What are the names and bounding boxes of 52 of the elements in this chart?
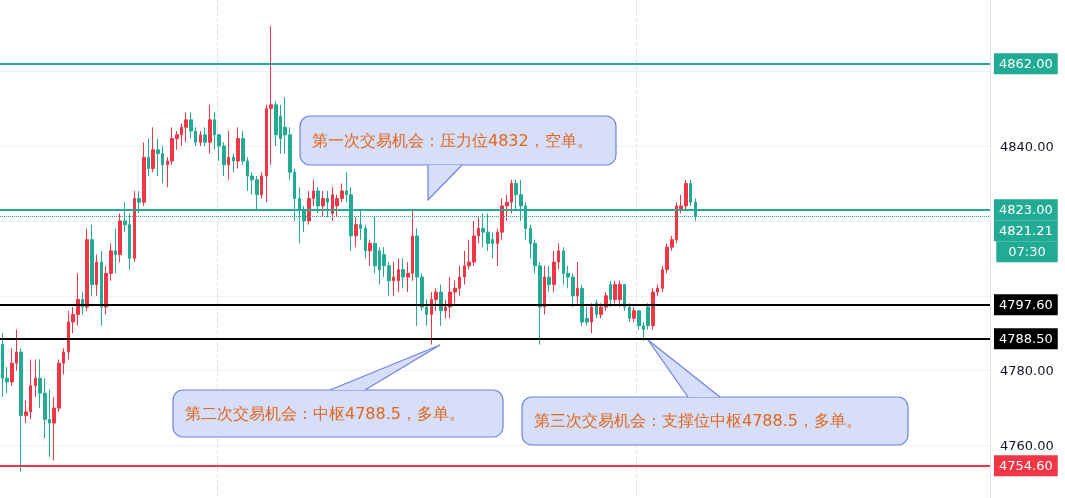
annotation: 第一次交易机会：压力位4832，空单。 bbox=[312, 130, 593, 151]
annotation: 第三次交易机会：支撑位中枢4788.5，多单。 bbox=[534, 411, 862, 431]
candlestick bbox=[133, 190, 136, 263]
candlestick bbox=[623, 284, 626, 312]
ref-line-label: 4823.00 bbox=[999, 202, 1053, 218]
candlestick bbox=[118, 212, 122, 263]
speech-bubble: 第三次交易机会：支撑位中枢4788.5，多单。 bbox=[521, 339, 909, 446]
candlestick bbox=[147, 138, 150, 177]
candlestick bbox=[628, 302, 631, 323]
ref-line-label: 4797.60 bbox=[999, 297, 1053, 313]
candlestick bbox=[227, 130, 230, 181]
candlestick bbox=[260, 171, 263, 199]
candlestick bbox=[590, 302, 593, 334]
candlestick bbox=[397, 257, 400, 293]
candlestick bbox=[236, 126, 240, 169]
candlestick bbox=[100, 250, 103, 327]
candlestick bbox=[85, 227, 89, 312]
candlestick bbox=[184, 111, 188, 143]
candlestick bbox=[95, 254, 98, 297]
candlestick bbox=[543, 265, 546, 316]
candlestick bbox=[232, 153, 235, 173]
ref-line-label: 4788.50 bbox=[999, 331, 1053, 347]
y-tick-label: 4760.00 bbox=[1000, 438, 1054, 454]
text: 07:30 bbox=[1008, 244, 1046, 260]
y-tick-label: 4840.00 bbox=[1000, 138, 1054, 154]
ref-line-label: 4754.60 bbox=[999, 458, 1053, 474]
candlestick bbox=[90, 224, 94, 297]
candlestick bbox=[19, 347, 23, 473]
candlestick bbox=[208, 104, 212, 155]
candlestick bbox=[199, 130, 202, 147]
annotation: 第二次交易机会：中枢4788.5，多单。 bbox=[185, 403, 465, 424]
candlestick bbox=[689, 179, 692, 207]
candlestick bbox=[368, 239, 372, 267]
candlestick bbox=[354, 216, 358, 248]
y-tick-label: 4780.00 bbox=[1000, 363, 1054, 379]
candlestick bbox=[364, 224, 367, 259]
candlestick bbox=[151, 126, 155, 173]
candlestick bbox=[142, 141, 146, 207]
candlestick bbox=[651, 287, 655, 330]
candlestick bbox=[547, 265, 551, 293]
candlestick bbox=[321, 190, 325, 218]
candlestick bbox=[203, 126, 207, 147]
candlestick bbox=[114, 227, 117, 274]
candlestick bbox=[439, 284, 443, 327]
candlestick bbox=[392, 261, 395, 297]
candlestick bbox=[632, 306, 636, 323]
candlestick bbox=[34, 358, 37, 398]
candlestick bbox=[576, 261, 579, 304]
candlestick bbox=[401, 257, 405, 289]
candlestick bbox=[609, 280, 612, 308]
ref-line-label: 4862.00 bbox=[999, 56, 1053, 72]
legend-label: 4821.21 bbox=[999, 223, 1053, 239]
